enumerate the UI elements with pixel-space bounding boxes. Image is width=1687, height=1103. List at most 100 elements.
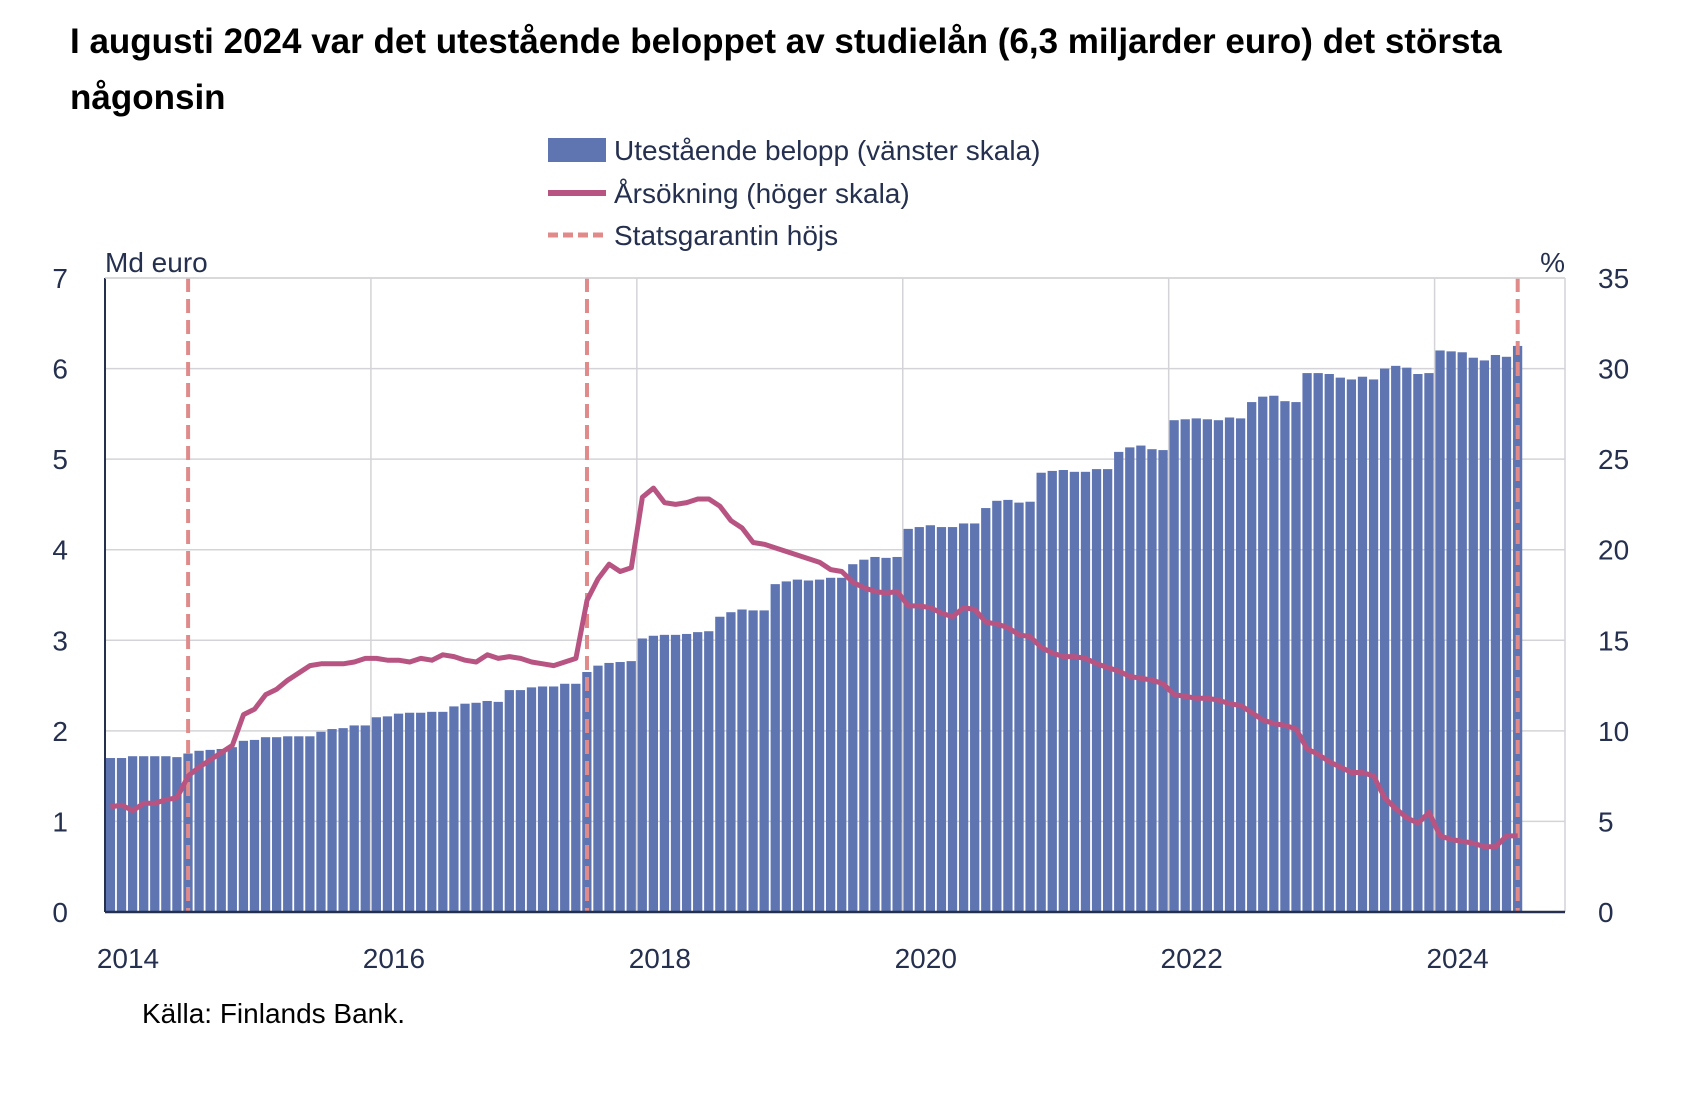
bar bbox=[1114, 451, 1124, 912]
bar bbox=[139, 756, 149, 912]
bar bbox=[1357, 376, 1368, 912]
right-tick-label: 20 bbox=[1598, 535, 1629, 566]
bar bbox=[493, 701, 503, 912]
bar bbox=[116, 758, 127, 912]
bar bbox=[1302, 373, 1312, 913]
bar bbox=[1324, 374, 1334, 912]
bar bbox=[1235, 418, 1246, 912]
bar bbox=[227, 747, 237, 912]
bar bbox=[1457, 352, 1467, 913]
bar bbox=[238, 740, 249, 912]
bar bbox=[1069, 471, 1080, 912]
bar bbox=[194, 750, 204, 912]
bar bbox=[449, 706, 459, 912]
bar bbox=[826, 577, 836, 912]
bar bbox=[294, 736, 304, 912]
bar bbox=[604, 662, 614, 912]
legend: Utestående belopp (vänster skala) Årsökn… bbox=[548, 135, 1040, 251]
bar bbox=[560, 683, 570, 912]
bar bbox=[1025, 501, 1035, 912]
bar bbox=[759, 610, 769, 912]
bar bbox=[803, 580, 814, 912]
left-tick-label: 2 bbox=[52, 716, 68, 747]
bar bbox=[870, 556, 880, 912]
bar bbox=[515, 690, 526, 912]
bar bbox=[1391, 365, 1401, 913]
bar-series bbox=[105, 345, 1523, 913]
left-tick-label: 0 bbox=[52, 897, 68, 928]
bar bbox=[1512, 345, 1523, 912]
legend-label-bar: Utestående belopp (vänster skala) bbox=[614, 135, 1040, 166]
source-note: Källa: Finlands Bank. bbox=[142, 998, 406, 1029]
bar bbox=[1014, 502, 1024, 912]
bar bbox=[837, 577, 847, 912]
right-axis-ticks: 0 5 10 15 20 25 30 35 bbox=[1598, 263, 1629, 928]
x-tick-label: 2014 bbox=[97, 943, 159, 974]
bar bbox=[1313, 373, 1323, 913]
bar bbox=[482, 700, 492, 912]
x-tick-label: 2020 bbox=[895, 943, 957, 974]
bar bbox=[1103, 469, 1113, 912]
left-tick-label: 5 bbox=[52, 444, 68, 475]
bar bbox=[172, 757, 182, 912]
bar bbox=[992, 500, 1002, 912]
bar bbox=[848, 564, 858, 912]
bar bbox=[537, 686, 548, 912]
x-tick-label: 2018 bbox=[629, 943, 691, 974]
left-axis-label: Md euro bbox=[105, 247, 208, 278]
left-tick-label: 3 bbox=[52, 625, 68, 656]
bar bbox=[249, 739, 260, 912]
x-tick-label: 2024 bbox=[1426, 943, 1488, 974]
bar bbox=[1380, 368, 1390, 913]
bar bbox=[1080, 471, 1091, 912]
bar bbox=[1368, 379, 1379, 912]
bar bbox=[726, 612, 736, 912]
bar bbox=[914, 527, 924, 912]
bar bbox=[549, 686, 559, 912]
bar bbox=[737, 609, 747, 912]
bar bbox=[1169, 420, 1179, 912]
bar bbox=[615, 662, 625, 912]
bar bbox=[1213, 420, 1224, 912]
bar bbox=[216, 748, 226, 912]
bar bbox=[981, 508, 991, 912]
bar bbox=[593, 665, 603, 912]
bar bbox=[670, 634, 681, 912]
bar bbox=[1346, 379, 1357, 912]
bar bbox=[1125, 447, 1135, 912]
bar bbox=[1446, 351, 1456, 912]
bar bbox=[781, 581, 791, 912]
bar bbox=[1191, 418, 1201, 912]
bar bbox=[925, 525, 935, 912]
bar bbox=[360, 725, 370, 912]
bar bbox=[1280, 401, 1290, 912]
bar bbox=[349, 725, 359, 912]
legend-swatch-bar bbox=[548, 138, 606, 162]
bar bbox=[471, 702, 481, 912]
bar bbox=[1413, 374, 1423, 912]
right-tick-label: 5 bbox=[1598, 806, 1614, 837]
bar bbox=[1468, 357, 1478, 912]
right-tick-label: 0 bbox=[1598, 897, 1614, 928]
bar bbox=[958, 523, 969, 912]
bar bbox=[1202, 419, 1212, 912]
bar bbox=[105, 758, 116, 912]
bar bbox=[1335, 377, 1345, 913]
left-axis-ticks: 0 1 2 3 4 5 6 7 bbox=[52, 263, 68, 928]
right-tick-label: 15 bbox=[1598, 625, 1629, 656]
bar bbox=[1158, 450, 1168, 912]
bar bbox=[1036, 472, 1046, 912]
legend-label-line: Årsökning (höger skala) bbox=[614, 178, 910, 209]
right-tick-label: 35 bbox=[1598, 263, 1629, 294]
bar bbox=[305, 736, 315, 912]
axes bbox=[104, 277, 1566, 914]
bar bbox=[1291, 402, 1301, 912]
bar bbox=[704, 631, 714, 912]
bar bbox=[1490, 354, 1501, 912]
bar bbox=[526, 687, 537, 912]
left-tick-label: 1 bbox=[52, 806, 68, 837]
right-tick-label: 30 bbox=[1598, 354, 1629, 385]
bar bbox=[416, 712, 426, 912]
bar bbox=[205, 749, 215, 912]
x-tick-label: 2022 bbox=[1161, 943, 1223, 974]
